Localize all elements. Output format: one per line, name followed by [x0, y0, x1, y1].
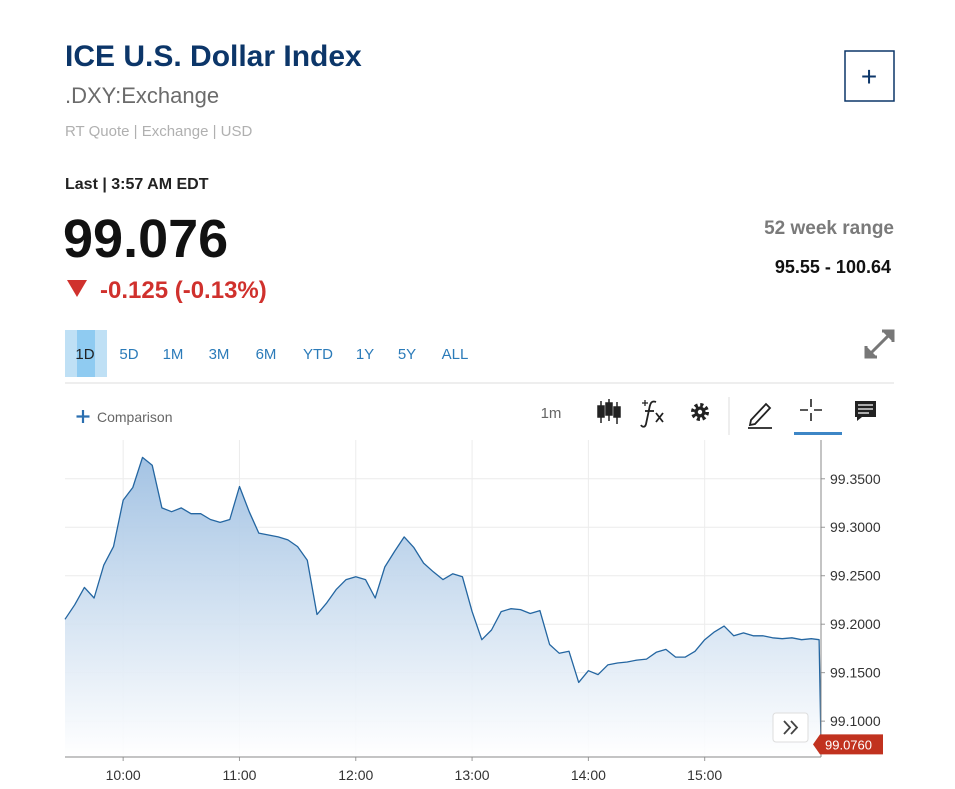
- comment-icon[interactable]: [855, 401, 876, 421]
- range-label: 52 week range: [764, 218, 894, 239]
- settings-icon[interactable]: [691, 403, 709, 421]
- plus-icon: [76, 410, 90, 423]
- x-tick-label: 13:00: [455, 767, 490, 783]
- studies-icon[interactable]: [640, 400, 664, 428]
- x-tick-label: 10:00: [106, 767, 141, 783]
- range-tab[interactable]: 1Y: [356, 346, 374, 363]
- last-value-badge: [813, 734, 883, 755]
- y-tick-label: 99.1000: [830, 713, 881, 729]
- scroll-right-button[interactable]: [772, 712, 809, 743]
- change: -0.125 (-0.13%): [100, 277, 267, 304]
- candle-icon[interactable]: [597, 399, 621, 424]
- price: 99.076: [63, 209, 228, 269]
- area-fill: [65, 457, 821, 757]
- interval[interactable]: 1m: [541, 405, 562, 422]
- y-tick-label: 99.3000: [830, 519, 881, 535]
- range-tab[interactable]: 3M: [209, 346, 230, 363]
- last-value-label: 99.0760: [825, 737, 872, 752]
- range-tab[interactable]: ALL: [442, 346, 469, 363]
- range-tab[interactable]: YTD: [303, 346, 333, 363]
- y-tick-label: 99.1500: [830, 665, 881, 681]
- range-tab[interactable]: 5D: [119, 346, 138, 363]
- y-tick-label: 99.2000: [830, 616, 881, 632]
- comparison-label[interactable]: Comparison: [97, 409, 172, 425]
- active-tool-indicator: [794, 432, 842, 435]
- symbol: .DXY:Exchange: [65, 83, 219, 108]
- x-tick-label: 14:00: [571, 767, 606, 783]
- quote-meta: RT Quote | Exchange | USD: [65, 123, 252, 140]
- x-tick-label: 12:00: [338, 767, 373, 783]
- price-line: [64, 456, 822, 745]
- range-tab[interactable]: 6M: [256, 346, 277, 363]
- range-tab[interactable]: 1M: [163, 346, 184, 363]
- chart: 99.1000 99.1500 99.2000 99.2500 99.3000 99.35…: [64, 440, 883, 783]
- comparison-button[interactable]: Comparison: [76, 409, 173, 425]
- range-tab[interactable]: 5Y: [398, 346, 416, 363]
- title: ICE U.S. Dollar Index: [65, 40, 362, 73]
- tabs: 1D 5D 1M 3M 6M YTD 1Y 5Y ALL: [65, 330, 468, 377]
- down-arrow: [67, 280, 87, 297]
- y-tick-label: 99.3500: [830, 471, 881, 487]
- draw-icon[interactable]: [748, 402, 772, 429]
- y-tick-label: 99.2500: [830, 568, 881, 584]
- range: 95.55 - 100.64: [775, 257, 891, 277]
- active-tab-highlight: [77, 330, 95, 377]
- last-label: Last | 3:57 AM EDT: [65, 176, 209, 193]
- expand-icon[interactable]: [864, 329, 895, 359]
- add-button-label[interactable]: +: [861, 61, 877, 92]
- crosshair-icon[interactable]: [800, 399, 822, 421]
- x-tick-label: 15:00: [687, 767, 722, 783]
- range-tab[interactable]: 1D: [75, 346, 94, 363]
- add-button[interactable]: [844, 50, 895, 102]
- x-tick-label: 11:00: [222, 767, 256, 783]
